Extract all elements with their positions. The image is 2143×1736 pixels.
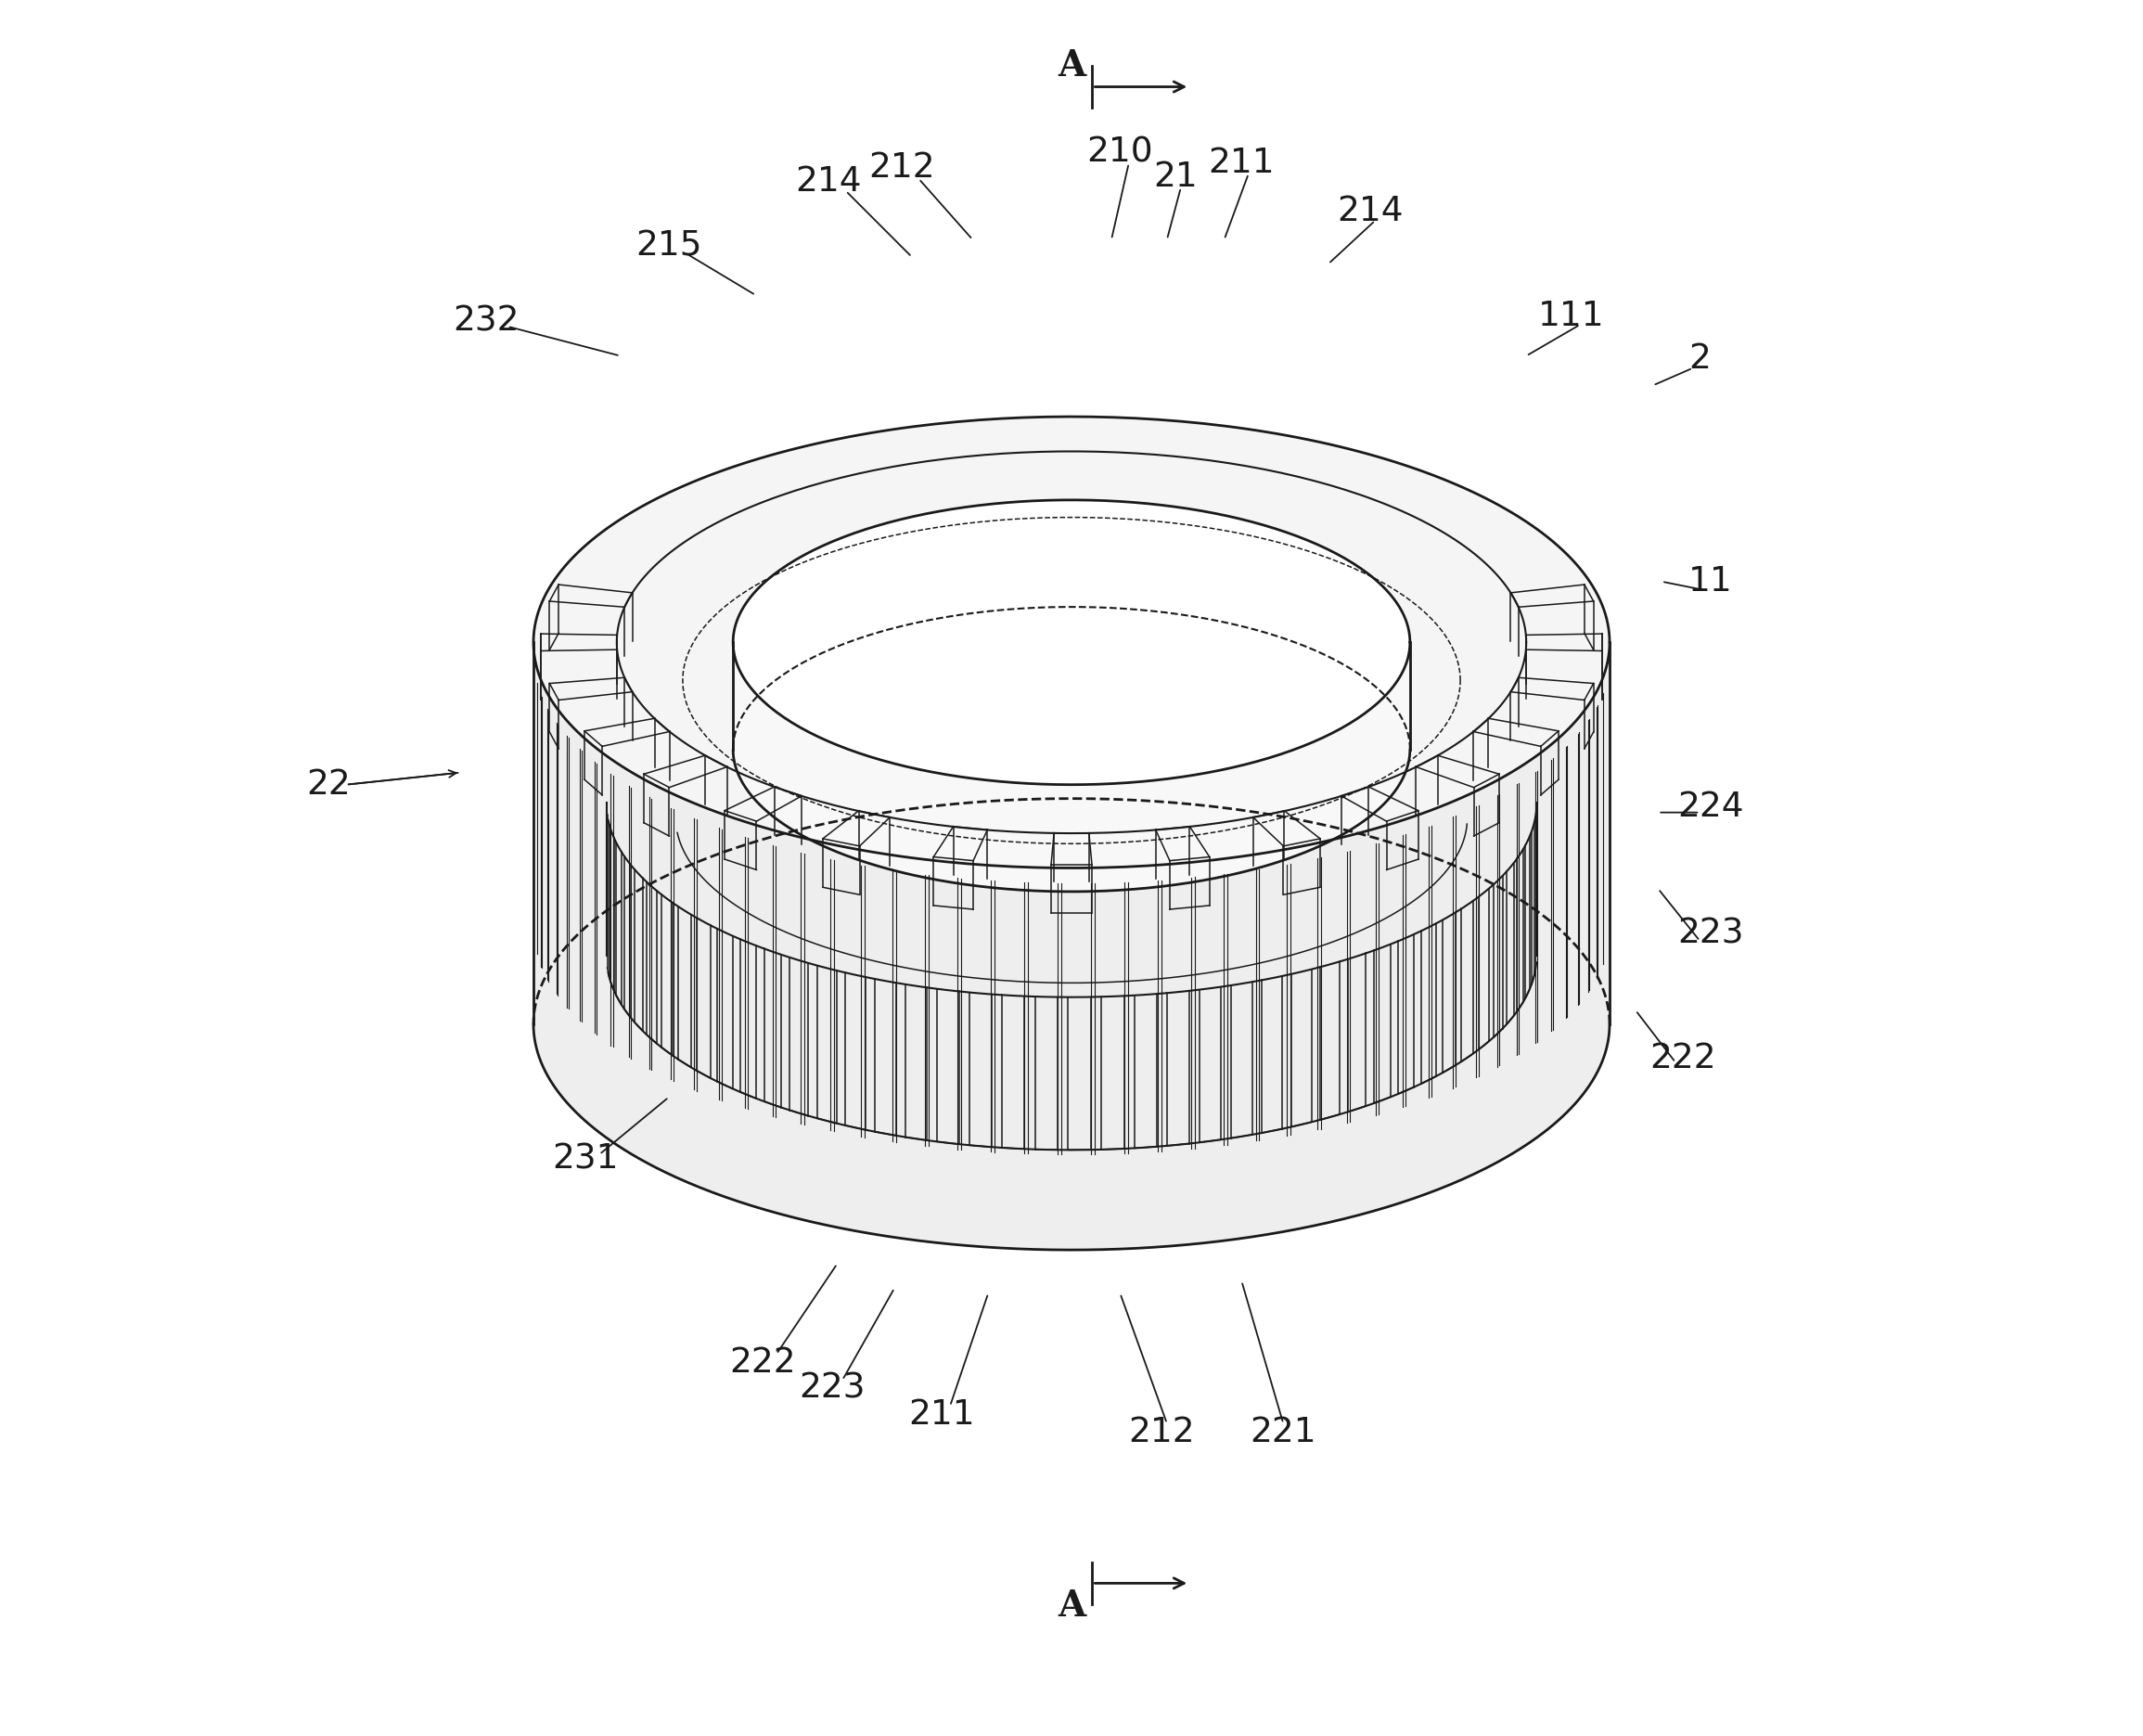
Text: 212: 212: [868, 151, 934, 186]
Polygon shape: [534, 417, 1609, 868]
Text: 2: 2: [1689, 342, 1710, 377]
Text: 222: 222: [729, 1345, 795, 1380]
Text: 214: 214: [1337, 194, 1404, 229]
Text: 211: 211: [909, 1397, 975, 1432]
Text: 232: 232: [454, 304, 521, 339]
Text: 211: 211: [1209, 146, 1275, 181]
Text: 111: 111: [1539, 299, 1605, 333]
Text: 210: 210: [1087, 135, 1153, 170]
Polygon shape: [534, 642, 1609, 1250]
Text: 212: 212: [1129, 1415, 1196, 1450]
Text: 22: 22: [306, 767, 351, 802]
Text: 224: 224: [1678, 790, 1744, 825]
Text: 11: 11: [1689, 564, 1732, 599]
Text: 221: 221: [1249, 1415, 1316, 1450]
Polygon shape: [733, 642, 1410, 892]
Text: A: A: [1056, 1588, 1087, 1623]
Text: 215: 215: [636, 229, 703, 264]
Text: 214: 214: [795, 165, 861, 200]
Text: A: A: [1056, 49, 1087, 83]
Text: 223: 223: [799, 1371, 866, 1406]
Polygon shape: [733, 500, 1410, 785]
Text: 231: 231: [553, 1142, 619, 1177]
Text: 223: 223: [1678, 917, 1744, 951]
Text: 21: 21: [1153, 160, 1198, 194]
Text: 222: 222: [1650, 1042, 1717, 1076]
